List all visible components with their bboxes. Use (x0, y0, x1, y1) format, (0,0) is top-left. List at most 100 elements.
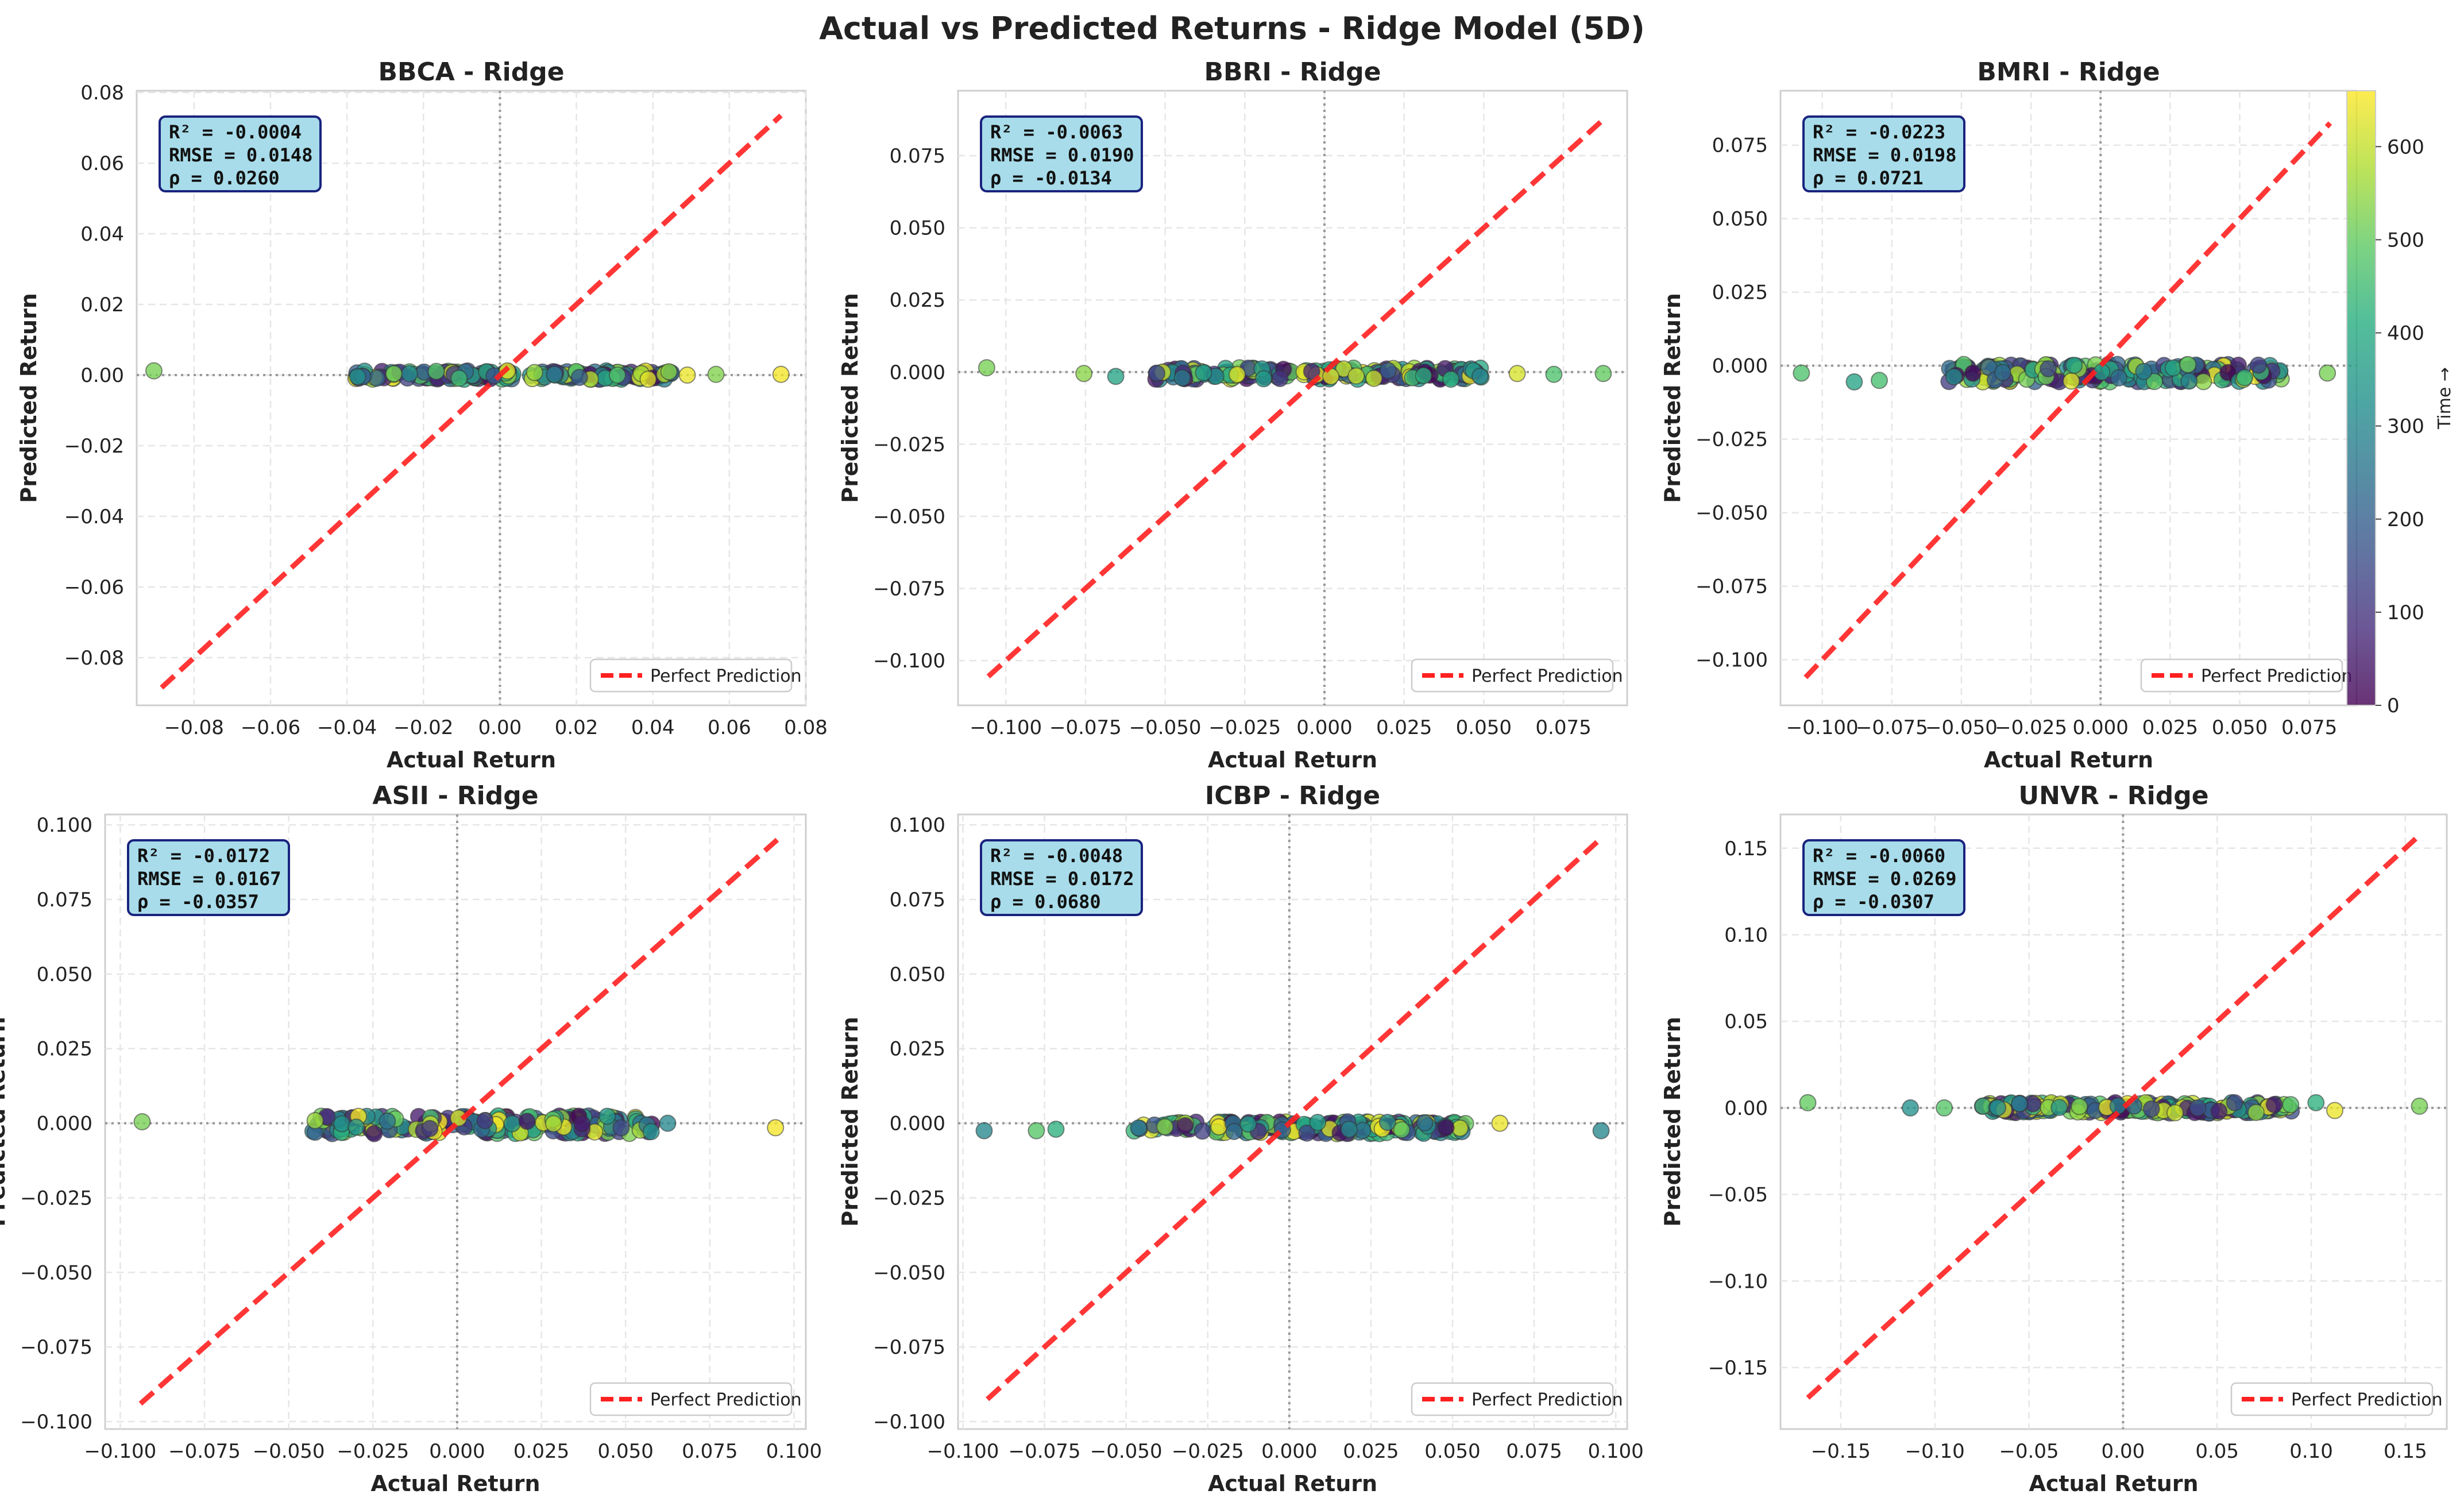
x-tick-label: −0.025 (337, 1440, 409, 1463)
y-tick-label: 0.00 (1724, 1097, 1768, 1120)
x-tick-label: −0.075 (168, 1440, 241, 1463)
scatter-point (2411, 1097, 2428, 1115)
y-tick-label: −0.075 (1696, 576, 1768, 598)
scatter-point (347, 1118, 365, 1136)
scatter-point (1347, 367, 1365, 385)
scatter-point (2135, 362, 2153, 380)
scatter-point (2110, 369, 2127, 387)
y-tick-label: 0.06 (80, 152, 124, 175)
scatter-point (427, 362, 445, 380)
y-tick-label: 0.075 (890, 889, 945, 912)
y-tick-label: −0.02 (64, 435, 124, 458)
x-tick-label: 0.050 (2212, 716, 2268, 739)
scatter-point (1442, 370, 1460, 388)
scatter-point (1195, 364, 1212, 381)
scatter-point (2195, 373, 2212, 391)
scatter-point (642, 1123, 660, 1141)
colorbar: 0 100 200 300 400 500 600 Time → (2346, 90, 2455, 717)
stats-line: ρ = 0.0721 (1813, 167, 1924, 189)
plot-area (1779, 813, 2448, 1430)
stats-line: RMSE = 0.0198 (1813, 144, 1956, 166)
stats-line: R² = -0.0004 (169, 121, 302, 143)
y-tick-label: 0.025 (890, 289, 945, 312)
x-tick-label: 0.100 (1588, 1440, 1643, 1463)
legend-label: Perfect Prediction (1472, 666, 1623, 686)
y-tick-label: −0.050 (873, 1261, 945, 1284)
legend-label: Perfect Prediction (650, 666, 802, 686)
x-tick-label: 0.025 (1343, 1440, 1399, 1463)
scatter-point (2179, 356, 2197, 373)
legend-box (1411, 658, 1614, 693)
scatter-point (1298, 1124, 1316, 1142)
scatter-point (2164, 359, 2182, 377)
scatter-point (570, 369, 588, 387)
x-tick-label: 0.075 (1535, 716, 1591, 739)
scatter-point (1303, 362, 1320, 380)
scatter-point (503, 1115, 521, 1133)
y-tick-label: 0.075 (37, 889, 92, 912)
scatter-point (2142, 1100, 2160, 1118)
panel-asii: −0.100 −0.075 −0.050 −0.025 0.000 0.025 0.050 0… (0, 781, 822, 1496)
x-tick-label: 0.02 (555, 716, 598, 739)
scatter-point (2247, 1103, 2265, 1121)
scatter-point (1594, 365, 1612, 383)
y-tick-label: 0.05 (1724, 1010, 1768, 1033)
scatter-point (2065, 356, 2083, 374)
x-tick-label: −0.02 (393, 716, 453, 739)
legend-box (589, 658, 793, 693)
scatter-point (2050, 1099, 2068, 1117)
colorbar-tick-label: 400 (2387, 322, 2424, 345)
stats-box (1802, 115, 1965, 192)
x-axis-label: Actual Return (1208, 747, 1377, 773)
scatter-point (306, 1111, 324, 1129)
y-tick-label: −0.15 (1708, 1357, 1768, 1380)
scatter-point (400, 365, 418, 383)
x-tick-label: −0.04 (317, 716, 377, 739)
scatter-point (349, 368, 366, 385)
x-tick-label: −0.06 (241, 716, 300, 739)
scatter-point (544, 1115, 562, 1133)
y-tick-label: −0.04 (64, 505, 124, 528)
y-axis-label: Predicted Return (837, 293, 863, 503)
scatter-point (608, 366, 626, 384)
scatter-point (1964, 364, 1982, 382)
stats-line: R² = -0.0172 (137, 845, 270, 867)
scatter-point (450, 369, 468, 387)
stats-line: R² = -0.0223 (1813, 121, 1945, 143)
y-tick-label: −0.10 (1708, 1270, 1768, 1293)
x-tick-label: 0.050 (598, 1440, 654, 1463)
legend-label: Perfect Prediction (650, 1390, 802, 1410)
stats-line: RMSE = 0.0172 (990, 868, 1134, 890)
stats-line: ρ = -0.0134 (990, 167, 1112, 189)
stats-line: ρ = -0.0357 (137, 891, 259, 913)
colorbar-tick-label: 0 (2387, 694, 2400, 717)
y-tick-label: −0.100 (20, 1411, 92, 1434)
x-axis-label: Actual Return (387, 747, 556, 773)
y-tick-label: 0.000 (37, 1113, 92, 1136)
colorbar-tick-label: 200 (2387, 508, 2424, 531)
scatter-point (707, 365, 725, 383)
perfect-prediction-line (1803, 121, 2332, 679)
x-tick-label: −0.100 (927, 1440, 999, 1463)
scatter-point (2226, 1094, 2243, 1111)
y-tick-label: 0.00 (80, 364, 124, 387)
scatter-point (1491, 1114, 1509, 1132)
y-tick-label: 0.100 (890, 814, 945, 837)
stats-line: RMSE = 0.0190 (990, 144, 1134, 166)
x-tick-label: −0.075 (1009, 1440, 1081, 1463)
y-tick-label: −0.075 (20, 1336, 92, 1359)
panels: −0.08 −0.06 −0.04 −0.02 0.00 0.02 0.04 0.06 0.08… (0, 57, 2448, 1496)
scatter-point (1989, 1099, 2007, 1117)
x-tick-label: −0.100 (1786, 716, 1859, 739)
y-tick-label: 0.075 (1712, 134, 1768, 157)
scatter-point (145, 362, 163, 380)
y-tick-label: −0.050 (20, 1261, 92, 1284)
x-tick-label: 0.00 (478, 716, 522, 739)
y-tick-label: −0.100 (1696, 649, 1768, 672)
y-axis-label: Predicted Return (1660, 293, 1685, 503)
x-tick-label: 0.000 (2073, 716, 2129, 739)
colorbar-label: Time → (2435, 367, 2455, 430)
colorbar-tick-label: 600 (2387, 136, 2424, 159)
stats-line: R² = -0.0063 (990, 121, 1123, 143)
